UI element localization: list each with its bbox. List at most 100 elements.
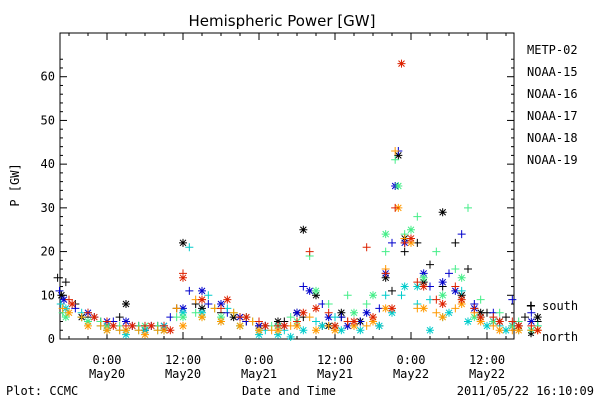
data-point-south (489, 313, 498, 322)
x-tick-date-label: May22 (469, 367, 505, 381)
data-point-north (533, 326, 542, 335)
data-point-south (464, 265, 472, 274)
series-metp-02 (53, 151, 542, 335)
data-point-north (312, 291, 320, 300)
data-point-south (381, 291, 390, 300)
data-point-south (451, 238, 460, 247)
data-point-south (229, 308, 238, 317)
data-point-north (508, 321, 517, 330)
data-point-north (198, 295, 206, 304)
x-axis-label: Date and Time (242, 384, 336, 398)
data-point-north (419, 278, 428, 287)
data-point-north (350, 317, 358, 326)
data-point-south (457, 230, 466, 239)
legend: METP-02 NOAA-15 NOAA-16 NOAA-17 NOAA-18 NOAA-… (527, 43, 578, 167)
data-point-north (198, 286, 206, 295)
data-point-north (90, 313, 99, 322)
data-point-south (495, 308, 504, 317)
data-point-north (299, 326, 308, 335)
data-point-south (381, 247, 390, 256)
data-point-south (432, 247, 441, 256)
data-point-south (457, 286, 466, 295)
data-point-north (122, 317, 130, 326)
data-point-south (172, 304, 181, 313)
data-point-north (57, 291, 66, 300)
data-point-north (381, 273, 390, 282)
data-point-north (331, 326, 339, 335)
data-point-south (324, 308, 333, 317)
data-point-north (337, 326, 346, 335)
data-point-south (65, 295, 73, 304)
x-tick-date-label: May20 (89, 367, 125, 381)
data-point-south (413, 278, 422, 287)
data-point-north (350, 321, 358, 330)
data-point-south (61, 278, 70, 287)
x-tick-time-label: 12:00 (165, 353, 201, 367)
data-point-north (438, 313, 447, 322)
data-point-north (451, 286, 460, 295)
data-point-north (299, 225, 308, 234)
data-point-south (84, 308, 92, 317)
data-point-south (134, 326, 143, 335)
data-point-south (400, 238, 409, 247)
footer-timestamp: 2011/05/22 16:10:09 (457, 384, 594, 398)
data-point-south (299, 282, 308, 291)
data-point-south (391, 147, 400, 156)
data-point-north (293, 321, 301, 330)
data-point-north (312, 286, 320, 295)
data-point-south (293, 317, 301, 326)
data-point-south (204, 291, 213, 300)
data-point-south (255, 317, 263, 326)
data-point-north (438, 278, 447, 287)
data-point-north (369, 291, 377, 300)
data-point-north (369, 317, 377, 326)
data-point-south (432, 308, 441, 317)
data-point-north (419, 282, 428, 291)
data-point-north (356, 326, 365, 335)
plot-area-frame (59, 32, 515, 340)
data-points (53, 59, 542, 341)
y-axis-label: P [GW] (8, 163, 22, 206)
data-point-north (109, 321, 118, 330)
data-point-north (59, 295, 68, 304)
data-point-south (204, 300, 213, 309)
data-point-south (324, 300, 333, 309)
legend-entry-metp-02: METP-02 (527, 43, 578, 57)
data-point-north (331, 321, 339, 330)
marker-label-south: south (542, 299, 578, 313)
data-point-north (166, 326, 175, 335)
legend-entry-noaa-17: NOAA-17 (527, 109, 578, 123)
data-point-north (375, 321, 384, 330)
y-tick-label: 60 (41, 70, 55, 84)
data-point-north (362, 308, 371, 317)
data-point-north (65, 308, 73, 317)
data-point-north (274, 326, 282, 335)
data-point-north (419, 273, 428, 282)
data-point-north (457, 273, 466, 282)
data-point-north (457, 291, 466, 300)
data-point-north (255, 330, 263, 339)
data-point-south (160, 321, 168, 330)
data-point-north (255, 321, 263, 330)
data-point-south (432, 295, 441, 304)
data-point-south (58, 304, 67, 313)
data-point-south (96, 321, 105, 330)
data-point-north (407, 234, 415, 243)
data-point-north (128, 321, 137, 330)
data-point-north (312, 304, 320, 313)
data-point-north (337, 308, 346, 317)
y-tick-label: 40 (41, 157, 55, 171)
data-point-south (388, 238, 396, 247)
data-point-north (217, 300, 225, 309)
data-point-south (521, 313, 529, 322)
data-point-north (397, 59, 406, 68)
data-point-north (514, 326, 523, 335)
data-point-north (179, 321, 187, 330)
data-point-north (318, 321, 327, 330)
data-point-north (533, 313, 542, 322)
data-point-south (305, 247, 314, 256)
data-point-south (451, 265, 460, 274)
data-point-south (470, 304, 479, 313)
x-tick-time-label: 12:00 (469, 353, 505, 367)
